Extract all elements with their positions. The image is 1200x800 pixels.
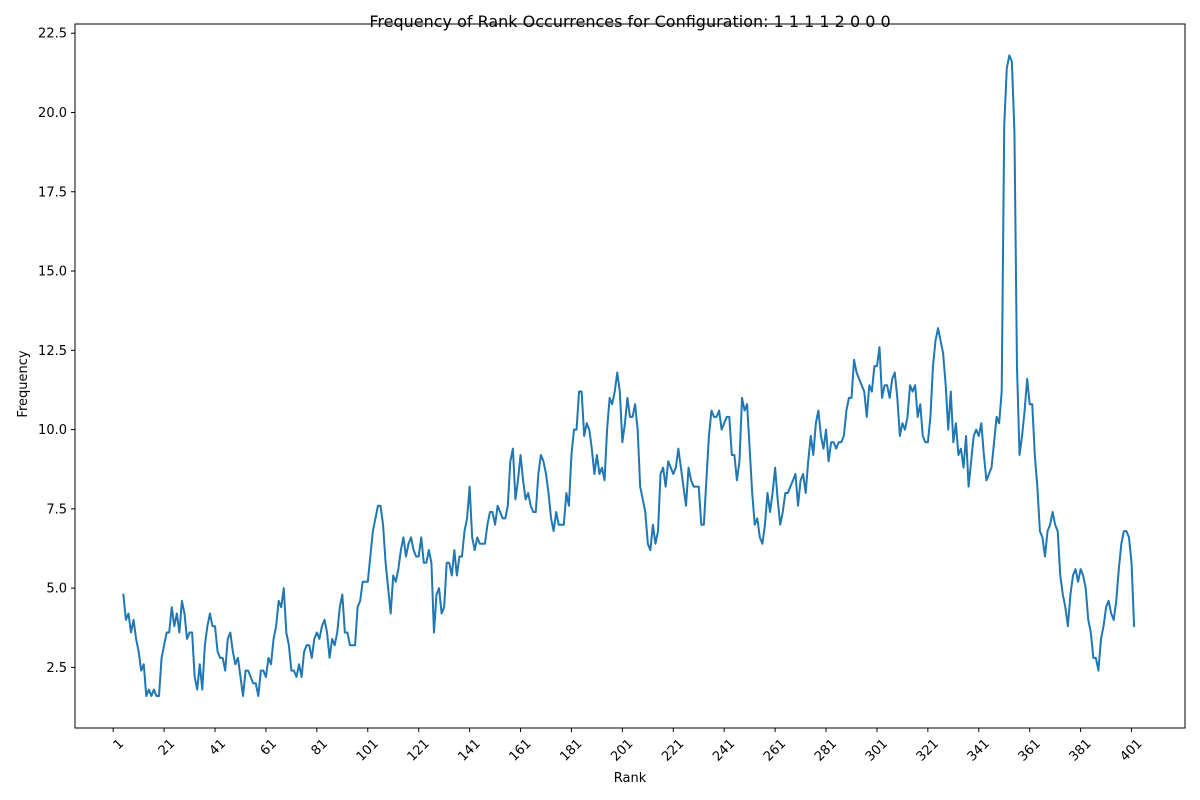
- x-tick-label: 261: [761, 736, 789, 764]
- y-tick-label: 7.5: [46, 502, 67, 517]
- x-tick-label: 361: [1016, 736, 1044, 764]
- y-tick-label: 10.0: [38, 423, 67, 438]
- x-tick-label: 1: [111, 736, 127, 752]
- y-tick-label: 20.0: [38, 106, 67, 121]
- y-tick-label: 17.5: [38, 185, 67, 200]
- y-tick-label: 15.0: [38, 265, 67, 280]
- chart-title: Frequency of Rank Occurrences for Config…: [369, 12, 890, 31]
- y-tick-label: 5.0: [46, 582, 67, 597]
- y-axis-title: Frequency: [16, 350, 31, 417]
- x-tick-label: 221: [659, 736, 687, 764]
- x-tick-label: 41: [207, 736, 229, 758]
- x-tick-label: 61: [258, 736, 280, 758]
- y-tick-label: 22.5: [38, 27, 67, 42]
- x-axis-title: Rank: [614, 771, 647, 786]
- y-tick-label: 12.5: [38, 344, 67, 359]
- x-tick-label: 241: [710, 736, 738, 764]
- x-tick-label: 101: [354, 736, 382, 764]
- x-tick-label: 161: [506, 736, 534, 764]
- x-tick-label: 341: [965, 736, 993, 764]
- x-tick-label: 141: [455, 736, 483, 764]
- x-tick-label: 201: [608, 736, 636, 764]
- x-tick-label: 301: [863, 736, 891, 764]
- x-tick-label: 321: [914, 736, 942, 764]
- x-tick-label: 401: [1117, 736, 1145, 764]
- x-tick-label: 21: [156, 736, 178, 758]
- series-line-0: [122, 54, 1136, 697]
- plot-frame: [74, 23, 1186, 729]
- x-tick-label: 121: [405, 736, 433, 764]
- x-tick-label: 81: [309, 736, 331, 758]
- x-tick-label: 381: [1067, 736, 1095, 764]
- x-tick-label: 281: [812, 736, 840, 764]
- y-tick-label: 2.5: [46, 661, 67, 676]
- x-tick-label: 181: [557, 736, 585, 764]
